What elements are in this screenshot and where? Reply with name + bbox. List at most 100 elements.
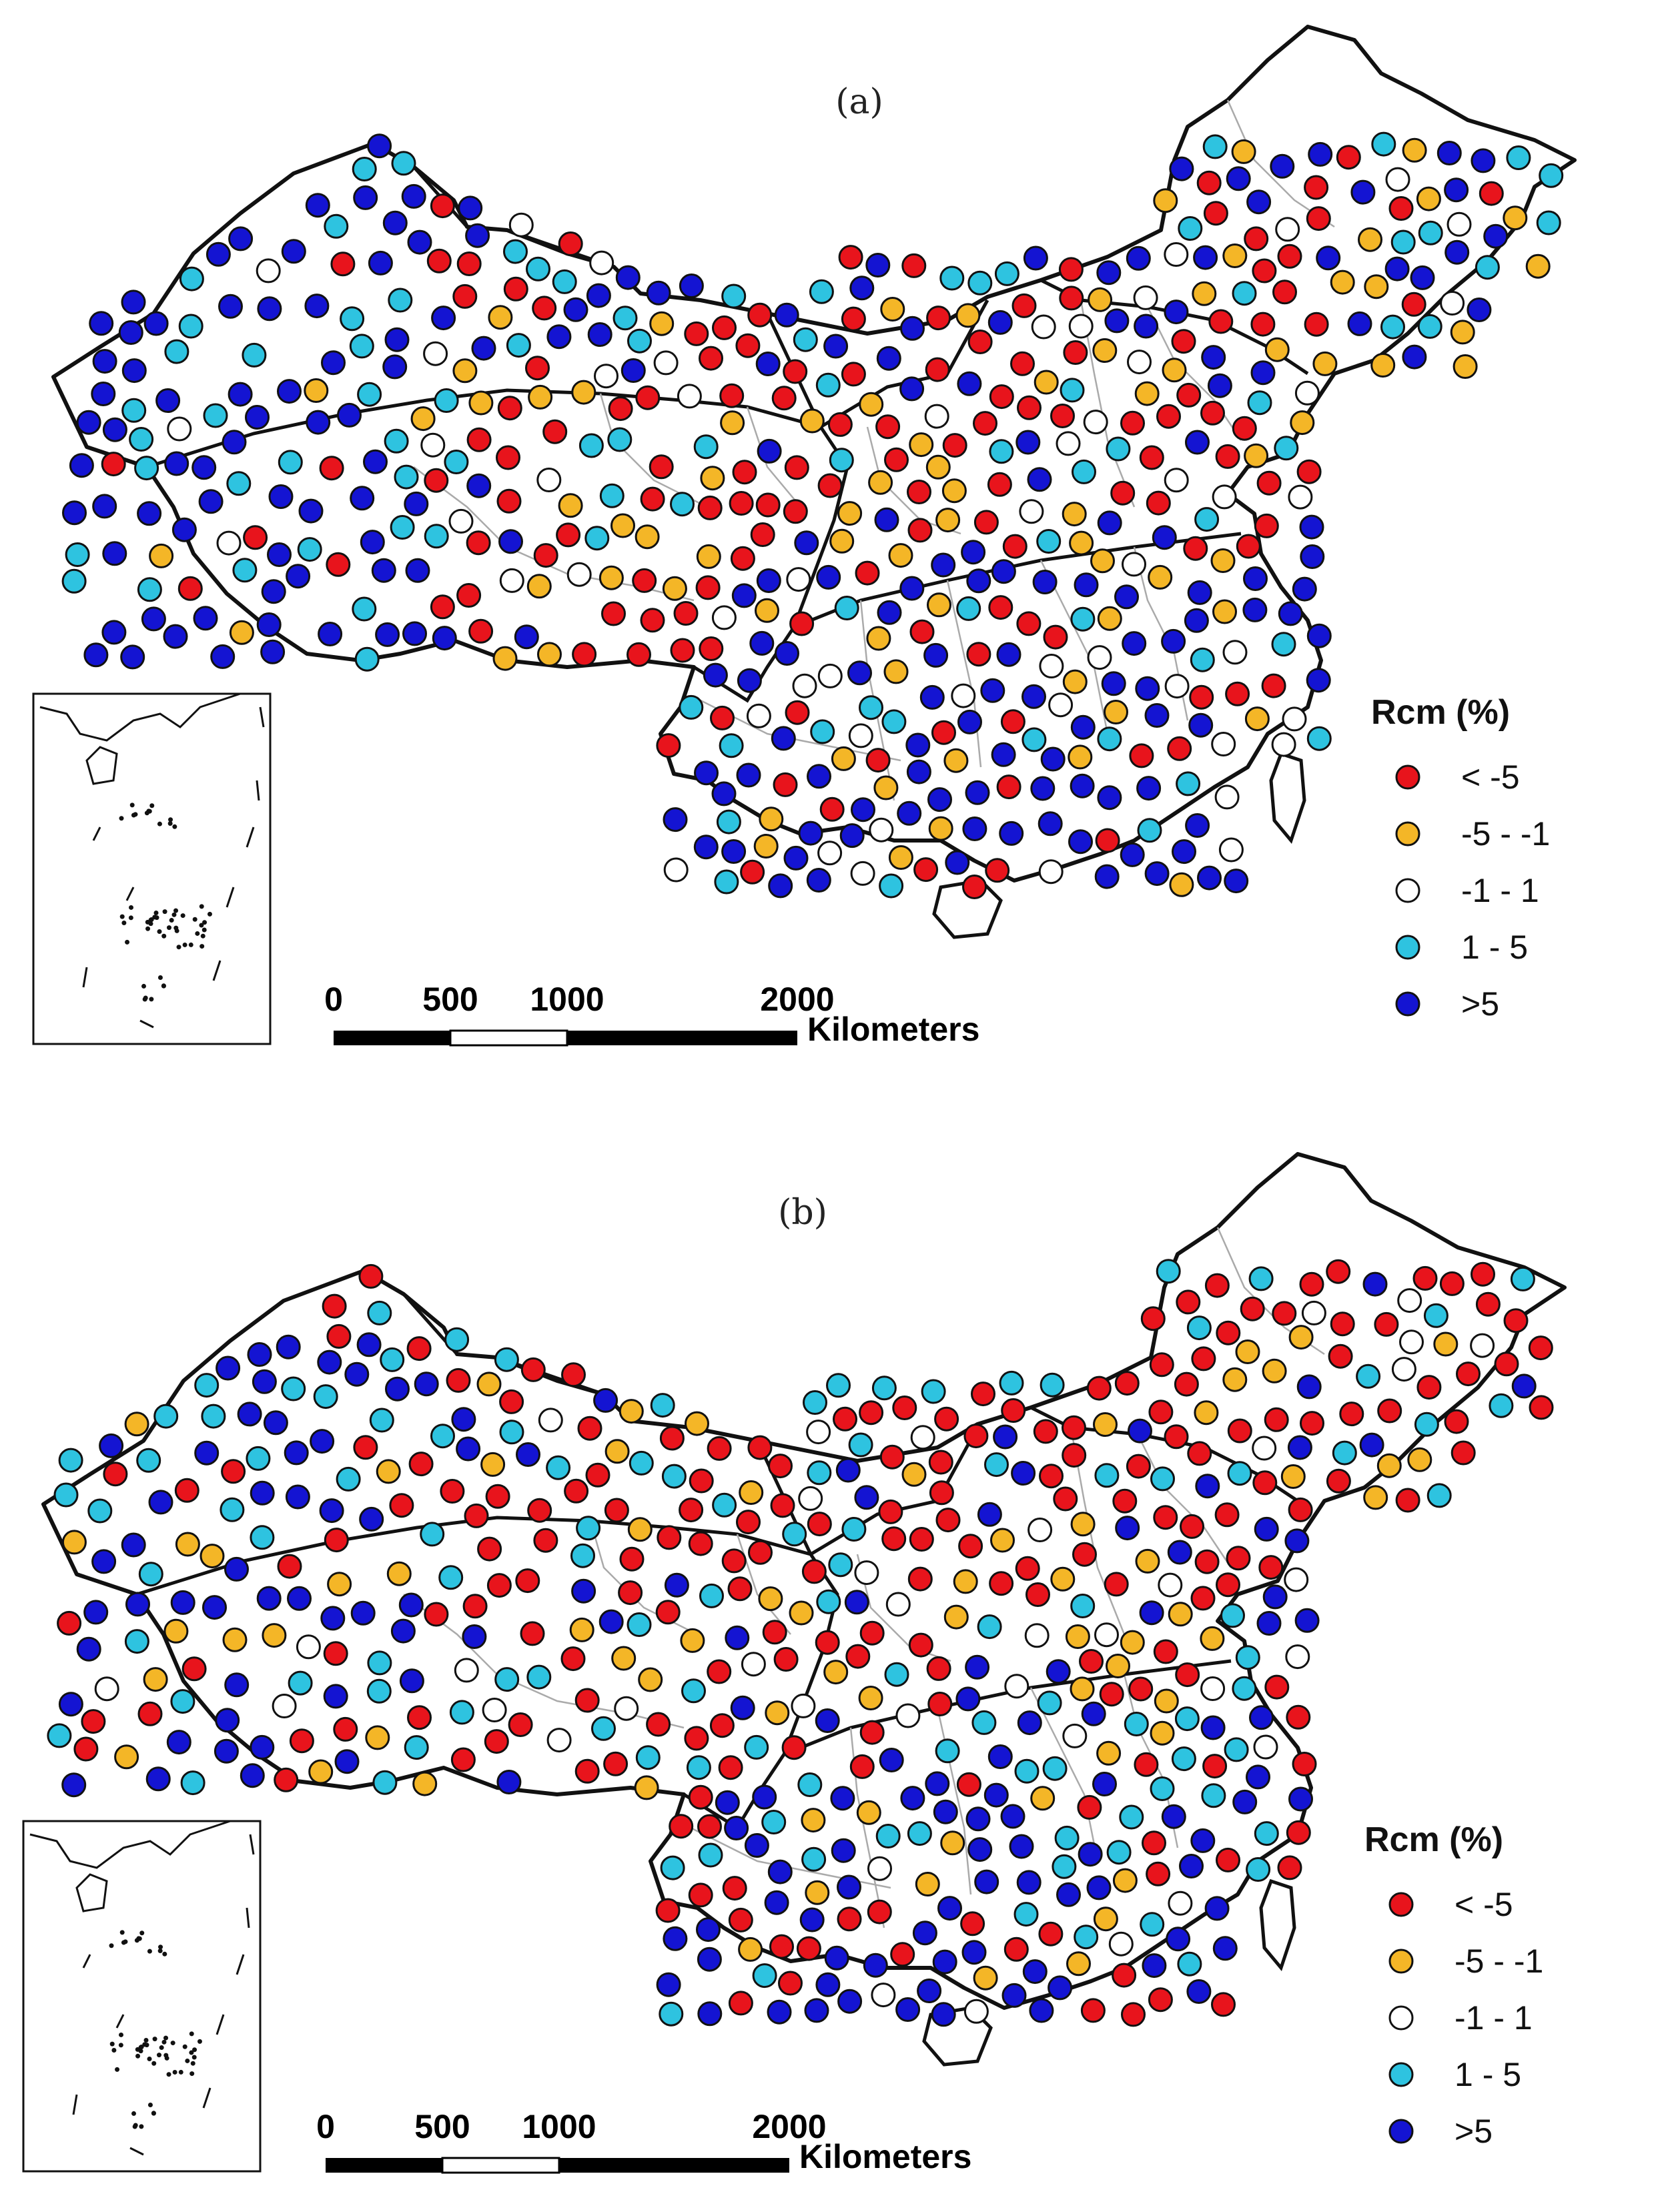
station-marker-lt-minus5 [1261, 673, 1286, 698]
station-marker-minus5-minus1 [859, 392, 884, 417]
station-marker-lt-minus5 [728, 1907, 753, 1932]
station-marker-lt-minus5 [640, 608, 665, 633]
station-marker-lt-minus5 [1214, 1502, 1240, 1528]
station-marker-minus1-1 [1133, 285, 1158, 310]
station-marker-minus5-minus1 [685, 1411, 709, 1436]
station-marker-1-5 [1021, 727, 1047, 752]
station-marker-gt5 [1032, 570, 1058, 594]
station-marker-1-5 [153, 1404, 179, 1429]
station-marker-minus5-minus1 [753, 834, 779, 859]
station-marker-gt5 [830, 1786, 855, 1811]
legend-swatch-gt5 [1388, 2119, 1414, 2144]
station-marker-lt-minus5 [1003, 1937, 1029, 1962]
station-marker-1-5 [599, 483, 625, 508]
station-marker-minus1-1 [1122, 552, 1146, 577]
station-marker-gt5 [1092, 1772, 1117, 1796]
station-marker-lt-minus5 [619, 1546, 645, 1572]
station-marker-gt5 [1184, 608, 1209, 633]
station-marker-minus5-minus1 [805, 1880, 830, 1905]
station-marker-gt5 [359, 1506, 384, 1532]
station-marker-lt-minus5 [727, 1576, 753, 1602]
station-marker-lt-minus5 [333, 1716, 358, 1742]
station-marker-gt5 [931, 2002, 956, 2027]
station-marker-1-5 [1390, 229, 1416, 255]
station-marker-lt-minus5 [1388, 196, 1414, 221]
station-marker-lt-minus5 [1292, 1752, 1317, 1776]
station-marker-gt5 [310, 1429, 335, 1454]
station-marker-minus5-minus1 [915, 1872, 940, 1896]
station-marker-lt-minus5 [1062, 1415, 1086, 1440]
station-marker-lt-minus5 [1153, 1505, 1178, 1530]
station-marker-1-5 [1510, 1266, 1535, 1291]
station-marker-gt5 [407, 229, 432, 255]
island-dot [170, 2041, 175, 2046]
island-dot [201, 927, 207, 933]
station-marker-minus5-minus1 [1065, 1624, 1090, 1649]
station-marker-lt-minus5 [177, 576, 203, 601]
station-marker-lt-minus5 [875, 414, 901, 440]
station-marker-gt5 [1086, 1875, 1112, 1900]
station-marker-gt5 [1362, 1271, 1388, 1297]
station-marker-gt5 [318, 622, 343, 646]
station-marker-gt5 [298, 498, 324, 524]
station-marker-lt-minus5 [695, 575, 721, 600]
station-marker-minus5-minus1 [1210, 548, 1236, 573]
station-marker-gt5 [905, 732, 931, 758]
station-marker-gt5 [1350, 179, 1376, 205]
station-marker-1-5 [1417, 314, 1442, 339]
station-marker-1-5 [1070, 606, 1096, 632]
station-marker-minus1-1 [1212, 484, 1237, 510]
station-marker-minus1-1 [1294, 380, 1320, 406]
station-marker-gt5 [306, 410, 331, 435]
station-marker-lt-minus5 [1180, 1514, 1204, 1539]
station-marker-lt-minus5 [1062, 1443, 1087, 1468]
station-marker-gt5 [646, 280, 671, 306]
station-marker-1-5 [226, 471, 252, 496]
station-marker-gt5 [92, 349, 117, 374]
station-marker-lt-minus5 [525, 356, 550, 381]
station-marker-lt-minus5 [849, 1754, 875, 1779]
station-marker-minus5-minus1 [1235, 1339, 1260, 1364]
station-marker-lt-minus5 [574, 1688, 600, 1713]
station-marker-lt-minus5 [1401, 292, 1426, 317]
island-dot [147, 2057, 152, 2062]
island-dot [118, 2043, 123, 2048]
station-marker-lt-minus5 [73, 1736, 99, 1762]
station-marker-gt5 [1402, 344, 1427, 370]
station-marker-1-5 [121, 398, 147, 423]
station-marker-1-5 [576, 1516, 601, 1541]
station-marker-lt-minus5 [962, 875, 987, 899]
station-marker-lt-minus5 [640, 486, 665, 512]
station-marker-1-5 [1220, 1603, 1245, 1628]
station-marker-lt-minus5 [497, 396, 522, 421]
station-marker-minus1-1 [1275, 217, 1300, 242]
station-marker-1-5 [1036, 529, 1062, 554]
island-dot [153, 911, 159, 916]
station-marker-gt5 [250, 1734, 275, 1760]
legend-swatch-1-5 [1395, 935, 1420, 960]
station-marker-1-5 [1137, 818, 1162, 843]
region-boundary [783, 1659, 1232, 1756]
taiwan-island [1269, 751, 1306, 845]
station-marker-minus5-minus1 [801, 1808, 826, 1833]
station-marker-lt-minus5 [81, 1709, 106, 1734]
station-marker-1-5 [297, 537, 322, 562]
station-marker-gt5 [305, 193, 330, 218]
station-marker-minus5-minus1 [611, 1646, 637, 1671]
station-marker-1-5 [367, 1650, 392, 1676]
station-marker-gt5 [1384, 256, 1410, 282]
station-marker-gt5 [432, 626, 457, 651]
station-marker-gt5 [927, 787, 952, 812]
station-marker-gt5 [546, 324, 572, 350]
station-marker-lt-minus5 [1058, 257, 1084, 282]
station-marker-gt5 [91, 382, 116, 406]
station-marker-gt5 [755, 352, 781, 376]
station-marker-minus5-minus1 [558, 493, 583, 518]
station-marker-gt5 [102, 417, 127, 442]
station-marker-lt-minus5 [789, 611, 815, 636]
station-marker-gt5 [961, 540, 986, 565]
station-marker-gt5 [899, 576, 925, 601]
station-marker-lt-minus5 [659, 1426, 685, 1451]
station-marker-lt-minus5 [426, 248, 452, 273]
scale-segment [567, 1031, 797, 1045]
